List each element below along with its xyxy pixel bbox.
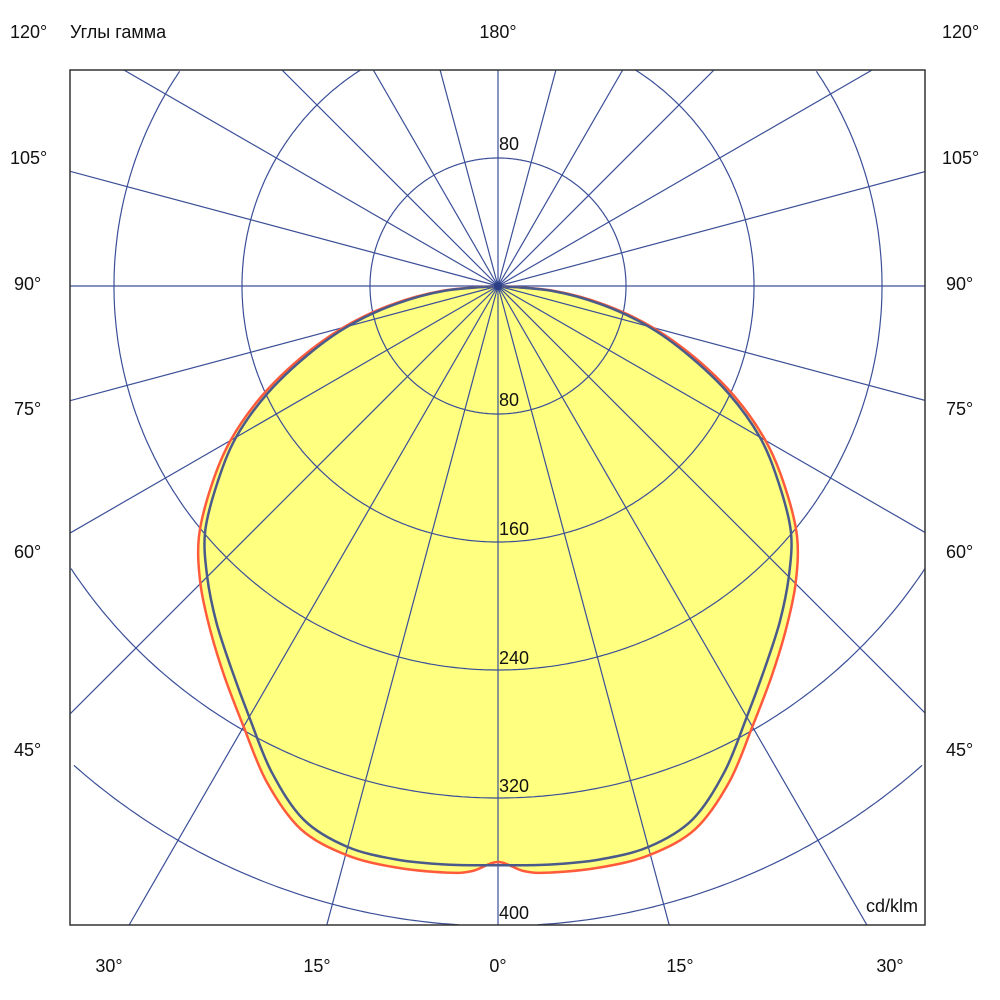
ring-label: 400 (499, 903, 529, 923)
left-angle-label: 75° (14, 399, 41, 419)
grid-radial-line (497, 171, 925, 287)
bottom-angle-label: 30° (876, 956, 903, 976)
left-angle-label: 90° (14, 274, 41, 294)
grid-radial-line (70, 170, 499, 287)
right-angle-label: 90° (946, 274, 973, 294)
right-angle-label: 75° (946, 399, 973, 419)
grid-radial-line (497, 70, 557, 287)
grid-radial-line (70, 285, 499, 715)
bottom-angle-label: 30° (95, 956, 122, 976)
grid-radial-line (372, 70, 499, 287)
ring-label: 80 (499, 390, 519, 410)
corner-label-left: 120° (10, 22, 47, 42)
grid-radial-line (497, 70, 624, 287)
grid-radial-line (128, 285, 499, 925)
right-angle-label: 60° (946, 542, 973, 562)
top-angle-label-180: 180° (479, 22, 516, 42)
grid-radial-line (497, 70, 715, 287)
grid-radial-line (281, 70, 499, 287)
grid-radial-line (70, 285, 499, 534)
ring-label: 160 (499, 519, 529, 539)
grid-radial-line (497, 285, 925, 534)
plot-frame (69, 69, 926, 926)
left-angle-label: 105° (10, 148, 47, 168)
right-angle-label: 105° (942, 148, 979, 168)
grid-radial-line (439, 70, 499, 287)
intensity-curve-1 (196, 284, 800, 875)
bottom-angle-label: 0° (489, 956, 506, 976)
chart-title: Углы гамма (70, 22, 167, 42)
grid-radial-line (497, 285, 925, 714)
grid-radial-line (497, 285, 925, 401)
center-point (494, 282, 502, 290)
grid-circle (241, 70, 755, 543)
grid-circle (73, 764, 923, 925)
grid-radial-line (497, 70, 873, 287)
left-angle-label: 60° (14, 542, 41, 562)
grid-radial-line (326, 285, 499, 925)
grid-radial-line (70, 285, 499, 402)
right-angle-label: 45° (946, 740, 973, 760)
left-angle-label: 45° (14, 740, 41, 760)
corner-label-right: 120° (942, 22, 979, 42)
bottom-angle-label: 15° (666, 956, 693, 976)
ring-label: 320 (499, 776, 529, 796)
grid-radial-line (123, 70, 499, 287)
intensity-curve-2 (203, 284, 793, 867)
grid-radial-line (497, 285, 670, 925)
ring-label: 240 (499, 648, 529, 668)
grid-radial-line (497, 285, 868, 925)
bottom-angle-label: 15° (303, 956, 330, 976)
grid-circle (113, 70, 883, 671)
unit-label: cd/klm (866, 896, 918, 916)
upper-ring-label: 80 (499, 134, 519, 154)
